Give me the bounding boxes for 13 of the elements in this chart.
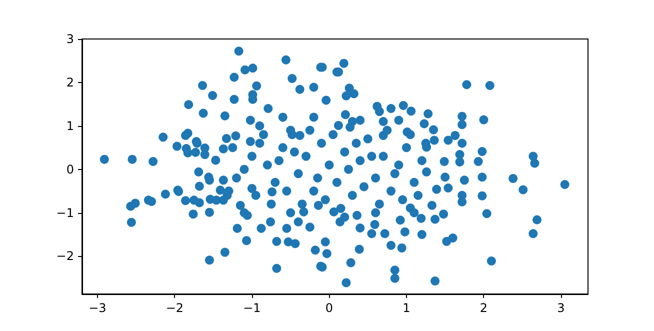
x-tick-label: 2	[480, 301, 488, 315]
x-tick-label: −2	[166, 301, 184, 315]
y-tick-label: 2	[66, 75, 74, 90]
y-tick-label: −1	[56, 206, 74, 220]
x-tick-label: 0	[325, 301, 334, 315]
x-tick-label: −1	[243, 301, 261, 315]
x-tick-label: 1	[402, 301, 410, 315]
y-tick-label: 1	[66, 118, 74, 133]
y-tick-label: −2	[56, 249, 74, 264]
x-tick-label: −3	[88, 301, 106, 315]
y-tick-label: 0	[66, 162, 74, 176]
y-tick-label: 3	[66, 32, 74, 46]
x-tick-label: 3	[557, 301, 565, 315]
